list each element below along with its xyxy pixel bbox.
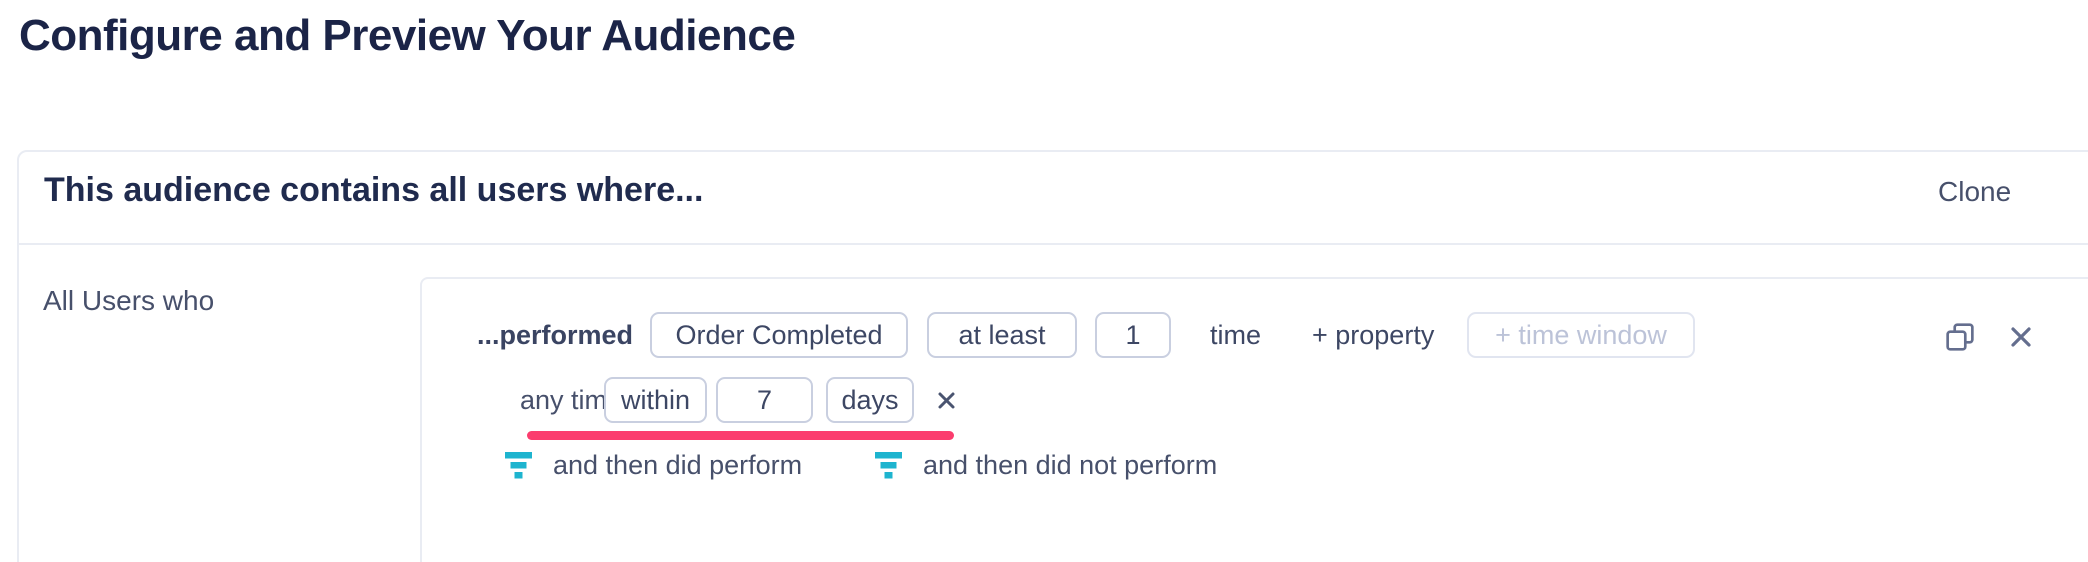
remove-condition-button[interactable] bbox=[2008, 324, 2034, 350]
page-title: Configure and Preview Your Audience bbox=[19, 11, 796, 60]
duplicate-icon bbox=[1945, 322, 1975, 352]
filter-funnel-icon bbox=[875, 451, 902, 479]
close-icon bbox=[2009, 325, 2033, 349]
event-button[interactable]: Order Completed bbox=[650, 312, 908, 358]
did-not-perform-label: and then did not perform bbox=[923, 449, 1218, 480]
performed-label: ...performed bbox=[477, 319, 634, 350]
filter-funnel-icon bbox=[505, 451, 532, 479]
card-header-title: This audience contains all users where..… bbox=[44, 170, 704, 209]
card-header-divider bbox=[17, 243, 2088, 245]
active-underline bbox=[527, 431, 954, 440]
add-did-perform-button[interactable]: and then did perform bbox=[505, 449, 802, 481]
operator-button[interactable]: at least bbox=[927, 312, 1077, 358]
duplicate-condition-button[interactable] bbox=[1944, 321, 1976, 353]
add-did-not-perform-button[interactable]: and then did not perform bbox=[875, 449, 1217, 481]
time-window-input[interactable] bbox=[1467, 312, 1695, 358]
did-perform-label: and then did perform bbox=[553, 449, 803, 480]
within-button[interactable]: within bbox=[604, 377, 707, 423]
clone-button[interactable]: Clone bbox=[1938, 172, 2011, 212]
count-input[interactable] bbox=[1095, 312, 1171, 358]
remove-time-window-button[interactable] bbox=[934, 388, 958, 412]
all-users-label: All Users who bbox=[43, 285, 215, 316]
close-icon-small bbox=[936, 390, 957, 411]
time-label: time bbox=[1210, 319, 1262, 350]
time-window-value-input[interactable] bbox=[716, 377, 813, 423]
time-unit-button[interactable]: days bbox=[826, 377, 914, 423]
add-property-button[interactable]: + property bbox=[1312, 312, 1434, 358]
